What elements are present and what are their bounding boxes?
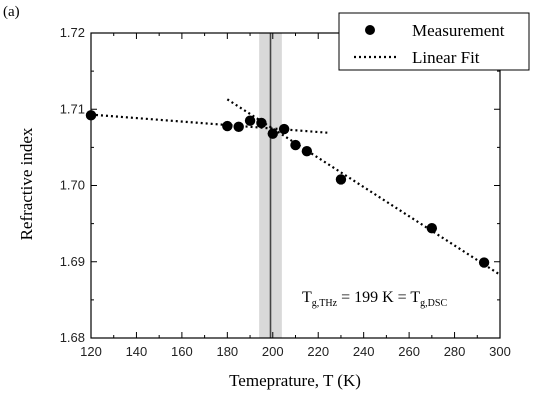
x-tick-label-280: 280: [444, 344, 466, 359]
measurement-point-11: [426, 223, 438, 234]
panel-label: (a): [3, 4, 20, 20]
legend-label-measurement: Measurement: [412, 21, 505, 40]
legend-box: [338, 12, 530, 71]
y-tick-label-4: 1.72: [60, 25, 85, 40]
linear-fit-segment-2: [226, 98, 501, 276]
x-tick-label-140: 140: [126, 344, 148, 359]
measurement-point-6: [267, 128, 278, 139]
y-tick-label-0: 1.68: [60, 330, 85, 345]
annotation-middle: = 199 K = T: [337, 289, 420, 306]
measurement-point-7: [278, 123, 290, 135]
y-tick-label-1: 1.69: [60, 254, 85, 269]
y-axis-title: Refractive index: [17, 127, 36, 240]
x-tick-label-300: 300: [489, 344, 511, 359]
measurement-point-5: [256, 117, 267, 129]
measurement-point-4: [244, 115, 256, 126]
tg-annotation: Tg,THz = 199 K = Tg,DSC: [302, 289, 447, 309]
x-tick-label-180: 180: [216, 344, 238, 359]
measurement-point-8: [290, 139, 301, 151]
axes: 120 140 160 180 200 220 240 260 280 300 1.68 1.69 1.…: [60, 25, 511, 359]
y-tick-label-2: 1.70: [60, 178, 85, 193]
plot-area: [85, 33, 501, 338]
annotation-sub-thz: g,THz: [312, 298, 338, 309]
annotation-sub-dsc: g,DSC: [420, 298, 447, 309]
x-tick-label-120: 120: [80, 344, 102, 359]
plot-frame: [90, 32, 501, 339]
measurement-point-2: [222, 120, 233, 132]
x-tick-label-240: 240: [353, 344, 375, 359]
measurement-point-9: [301, 145, 313, 157]
x-tick-label-160: 160: [171, 344, 193, 359]
legend-marker-measurement: [365, 25, 375, 35]
y-tick-label-3: 1.71: [60, 101, 85, 116]
measurement-point-12: [478, 257, 490, 268]
legend: Measurement Linear Fit: [338, 12, 530, 71]
measurement-point-3: [233, 121, 244, 132]
x-tick-label-220: 220: [307, 344, 329, 359]
x-tick-label-260: 260: [398, 344, 420, 359]
linear-fit-segment-1: [90, 113, 330, 134]
measurement-point-10: [335, 174, 347, 185]
x-axis-title: Temeprature, T (K): [229, 371, 361, 390]
annotation-prefix: T: [302, 289, 312, 306]
legend-label-linear-fit: Linear Fit: [412, 48, 480, 67]
x-tick-label-200: 200: [262, 344, 284, 359]
